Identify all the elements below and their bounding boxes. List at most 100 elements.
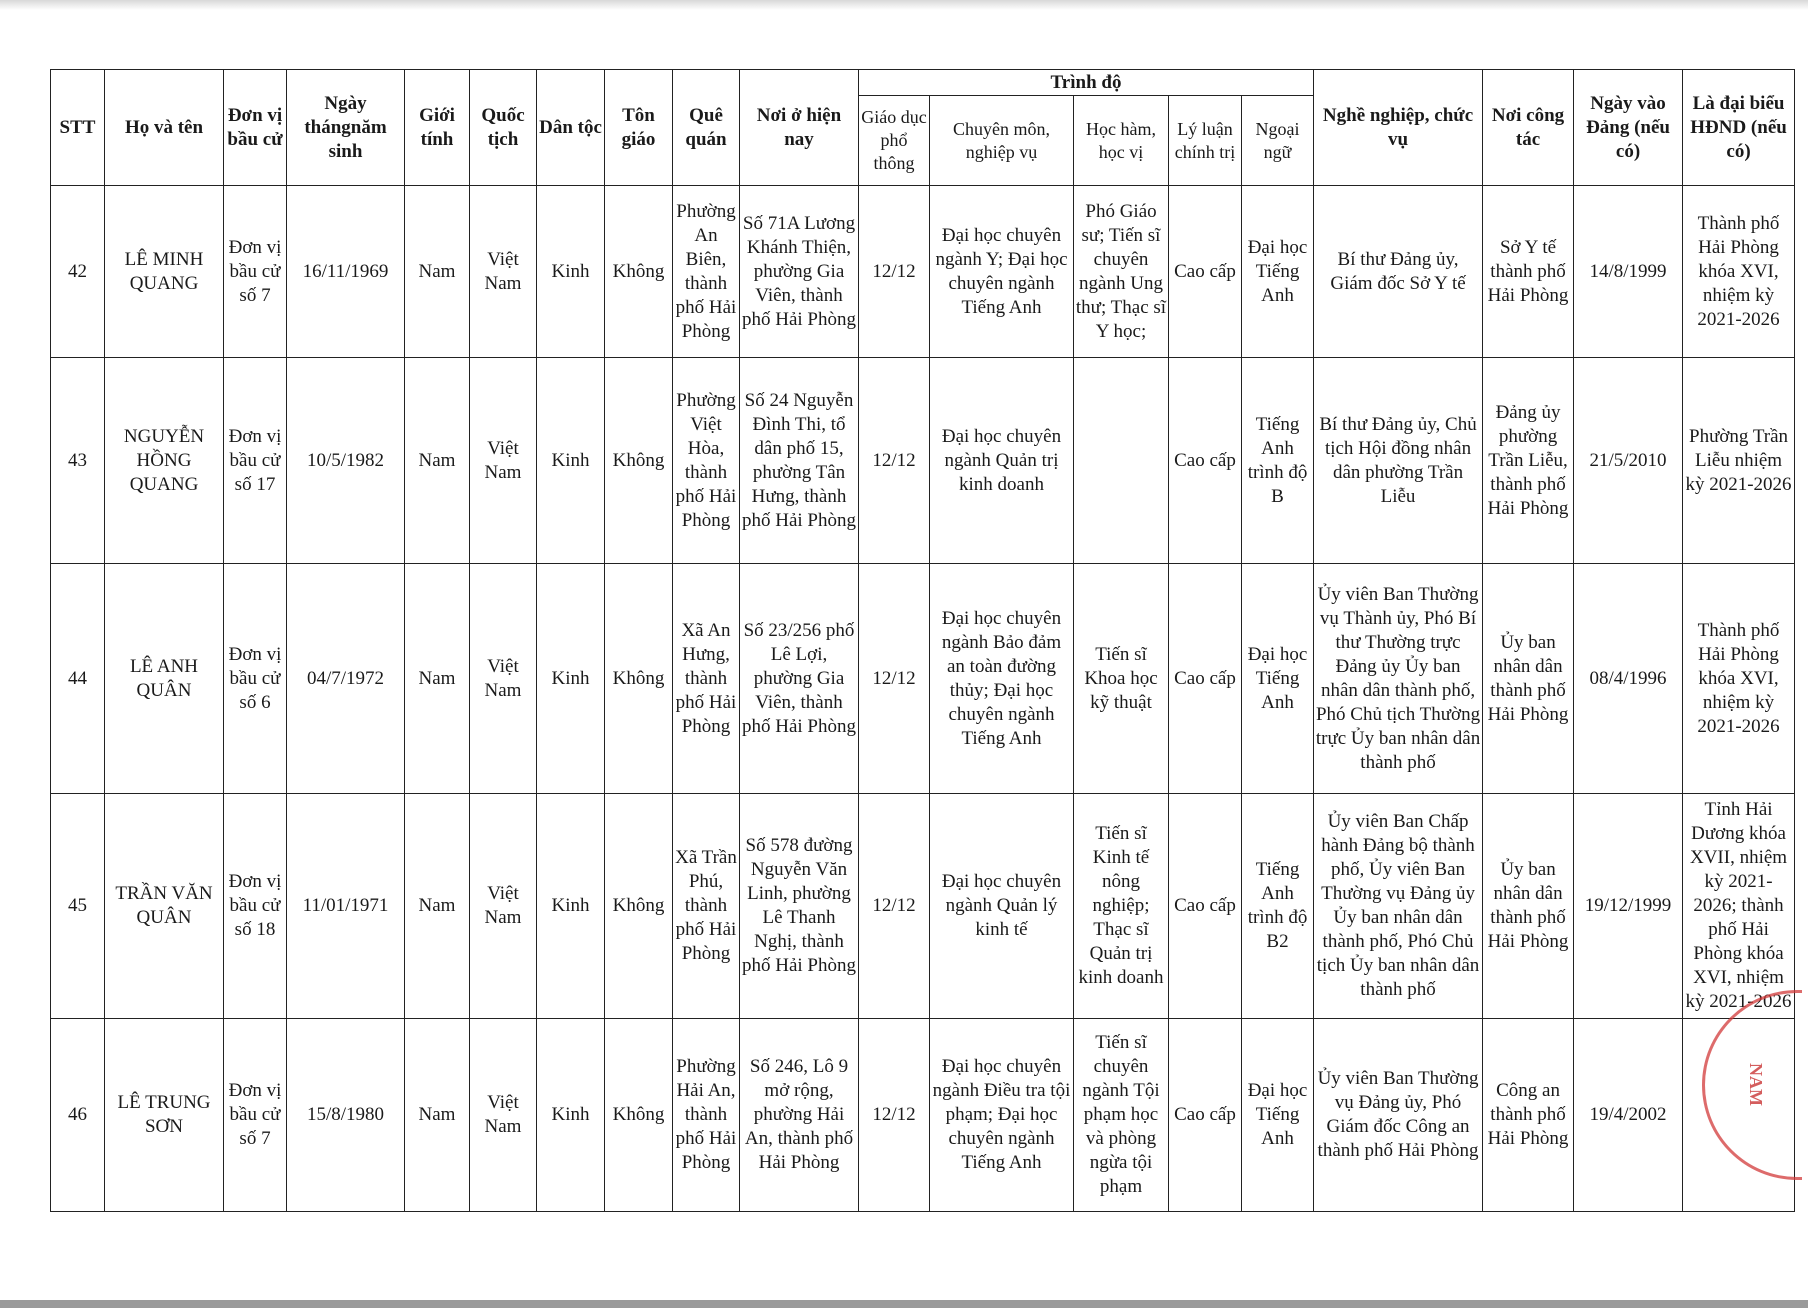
sub-column-header: Ngoại ngữ <box>1240 95 1315 186</box>
sub-column-header: Lý luận chính trị <box>1168 95 1242 186</box>
table-cell: Số 24 Nguyễn Đình Thi, tổ dân phố 15, ph… <box>739 357 859 564</box>
column-header: Dân tộc <box>536 69 605 186</box>
table-cell: Tỉnh Hải Dương khóa XVII, nhiệm kỳ 2021-… <box>1682 793 1796 1019</box>
table-body: 42 LÊ MINH QUANG Đơn vị bầu cử số 7 16/11/1… <box>50 185 1796 1212</box>
table-cell: Đơn vị bầu cử số 17 <box>223 357 287 564</box>
table-cell <box>1073 357 1169 564</box>
table-cell: 08/4/1996 <box>1573 563 1684 794</box>
table-cell: Nam <box>404 185 470 358</box>
column-header: Là đại biểu HĐND (nếu có) <box>1682 69 1796 186</box>
table-cell: Tiến sĩ Khoa học kỹ thuật <box>1073 563 1169 794</box>
table-cell: Việt Nam <box>469 357 537 564</box>
table-header: STT Họ và tên Đơn vị bầu cử Ngày thángnăm s… <box>50 69 1796 186</box>
table-cell: Không <box>604 563 673 794</box>
table-cell: 04/7/1972 <box>286 563 405 794</box>
table-cell: 10/5/1982 <box>286 357 405 564</box>
table-cell: Cao cấp <box>1168 185 1242 358</box>
table-cell: 21/5/2010 <box>1573 357 1684 564</box>
table-cell: Cao cấp <box>1168 357 1242 564</box>
table-cell: Việt Nam <box>469 185 537 358</box>
table-cell: Thành phố Hải Phòng khóa XVI, nhiệm kỳ 2… <box>1682 563 1796 794</box>
table-cell: 43 <box>50 357 105 564</box>
table-cell: Việt Nam <box>469 563 537 794</box>
table-cell: Phường Hải An, thành phố Hải Phòng <box>672 1018 740 1212</box>
table-cell: Đại học Tiếng Anh <box>1240 563 1315 794</box>
table-cell: 12/12 <box>858 357 930 564</box>
table-cell: Ủy viên Ban Chấp hành Đảng bộ thành phố,… <box>1313 793 1484 1019</box>
table-cell: NGUYỄN HỒNG QUANG <box>104 357 224 564</box>
table-cell: TRẦN VĂN QUÂN <box>104 793 224 1019</box>
table-cell: 11/01/1971 <box>286 793 405 1019</box>
table-cell: Bí thư Đảng ủy, Chủ tịch Hội đồng nhân d… <box>1313 357 1484 564</box>
column-header: Quốc tịch <box>469 69 537 186</box>
table-cell: Ủy viên Ban Thường vụ Thành ủy, Phó Bí t… <box>1313 563 1484 794</box>
column-header: Nơi công tác <box>1482 69 1575 186</box>
table-cell: Xã Trần Phú, thành phố Hải Phòng <box>672 793 740 1019</box>
table-cell: Đại học Tiếng Anh <box>1240 1018 1315 1212</box>
table-cell: Cao cấp <box>1168 793 1242 1019</box>
table-row: 46 LÊ TRUNG SƠN Đơn vị bầu cử số 7 15/8/198… <box>50 1018 1796 1212</box>
sub-column-header: Chuyên môn, nghiệp vụ <box>929 95 1074 186</box>
table-cell: 14/8/1999 <box>1573 185 1684 358</box>
column-header: Giới tính <box>404 69 470 186</box>
scan-top-edge <box>0 0 1808 10</box>
table-cell: Việt Nam <box>469 793 537 1019</box>
table-cell: Nam <box>404 1018 470 1212</box>
table-cell: Tiến sĩ chuyên ngành Tội phạm học và phò… <box>1073 1018 1169 1212</box>
column-header: STT <box>50 69 105 186</box>
table-cell: Bí thư Đảng ủy, Giám đốc Sở Y tế <box>1313 185 1484 358</box>
column-header: Đơn vị bầu cử <box>223 69 287 186</box>
column-header: Ngày thángnăm sinh <box>286 69 405 186</box>
table-cell: Đơn vị bầu cử số 6 <box>223 563 287 794</box>
table-cell: Đơn vị bầu cử số 7 <box>223 1018 287 1212</box>
candidate-table: STT Họ và tên Đơn vị bầu cử Ngày thángnăm s… <box>50 69 1796 1212</box>
table-cell: Đại học chuyên ngành Bảo đảm an toàn đườ… <box>929 563 1074 794</box>
table-cell: 12/12 <box>858 793 930 1019</box>
table-cell: 12/12 <box>858 1018 930 1212</box>
table-cell: Phường Trần Liễu nhiệm kỳ 2021-2026 <box>1682 357 1796 564</box>
table-cell: 16/11/1969 <box>286 185 405 358</box>
table-cell: LÊ MINH QUANG <box>104 185 224 358</box>
table-cell: 42 <box>50 185 105 358</box>
table-cell: Đơn vị bầu cử số 18 <box>223 793 287 1019</box>
table-cell: Số 23/256 phố Lê Lợi, phường Gia Viên, t… <box>739 563 859 794</box>
sub-column-header: Học hàm, học vị <box>1073 95 1169 186</box>
table-cell: Đảng ủy phường Trần Liễu, thành phố Hải … <box>1482 357 1575 564</box>
table-cell: Phường Việt Hòa, thành phố Hải Phòng <box>672 357 740 564</box>
table-cell: Tiến sĩ Kinh tế nông nghiệp; Thạc sĩ Quả… <box>1073 793 1169 1019</box>
table-cell: Thành phố Hải Phòng khóa XVI, nhiệm kỳ 2… <box>1682 185 1796 358</box>
scan-bottom-edge <box>0 1300 1808 1308</box>
table-cell: 12/12 <box>858 185 930 358</box>
table-cell: Phó Giáo sư; Tiến sĩ chuyên ngành Ung th… <box>1073 185 1169 358</box>
stamp-text: NAM <box>1746 1063 1766 1106</box>
table-cell: Cao cấp <box>1168 563 1242 794</box>
table-cell: Công an thành phố Hải Phòng <box>1482 1018 1575 1212</box>
table-cell: Đại học chuyên ngành Điều tra tội phạm; … <box>929 1018 1074 1212</box>
column-header: Nghề nghiệp, chức vụ <box>1313 69 1484 186</box>
table-cell: Đại học chuyên ngành Quản lý kinh tế <box>929 793 1074 1019</box>
table-cell: 19/4/2002 <box>1573 1018 1684 1212</box>
column-group-header: Trình độ <box>857 69 1315 96</box>
table-row: 45 TRẦN VĂN QUÂN Đơn vị bầu cử số 18 11/01/… <box>50 793 1796 1019</box>
table-row: 42 LÊ MINH QUANG Đơn vị bầu cử số 7 16/11/1… <box>50 185 1796 358</box>
column-header: Ngày vào Đảng (nếu có) <box>1573 69 1684 186</box>
table-cell: Không <box>604 185 673 358</box>
table-cell: Kinh <box>536 563 605 794</box>
table-cell: 45 <box>50 793 105 1019</box>
table-cell: Sở Y tế thành phố Hải Phòng <box>1482 185 1575 358</box>
table-cell: Số 578 đường Nguyễn Văn Linh, phường Lê … <box>739 793 859 1019</box>
table-cell: Đại học Tiếng Anh <box>1240 185 1315 358</box>
table-cell: Kinh <box>536 357 605 564</box>
table-cell: LÊ ANH QUÂN <box>104 563 224 794</box>
table-cell: Kinh <box>536 793 605 1019</box>
table-cell: 12/12 <box>858 563 930 794</box>
table-cell: 44 <box>50 563 105 794</box>
table-cell: Nam <box>404 357 470 564</box>
table-cell: Phường An Biên, thành phố Hải Phòng <box>672 185 740 358</box>
table-cell: Nam <box>404 563 470 794</box>
table-cell: Cao cấp <box>1168 1018 1242 1212</box>
column-header: Nơi ở hiện nay <box>739 69 859 186</box>
column-header: Họ và tên <box>104 69 224 186</box>
table-cell: Kinh <box>536 1018 605 1212</box>
table-cell: Tiếng Anh trình độ B <box>1240 357 1315 564</box>
